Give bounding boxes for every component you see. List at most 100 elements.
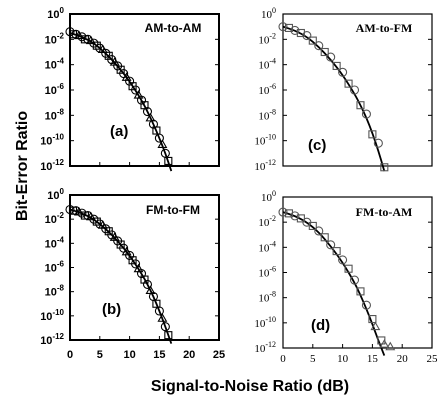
data-point-square [332, 247, 341, 256]
y-tick-label: 10-8 [258, 107, 276, 122]
data-point-square [284, 23, 294, 32]
y-tick-label: 10-6 [45, 260, 65, 275]
data-point-circle [349, 85, 360, 95]
theory-curve [69, 32, 173, 172]
data-point-square [356, 101, 365, 110]
series-square [68, 206, 173, 340]
data-point-square [320, 47, 329, 57]
x-tick-label: 20 [183, 0, 195, 3]
y-tick-label: 10-12 [254, 158, 276, 173]
y-tick-label: 10-6 [258, 265, 276, 280]
data-point-square [140, 275, 149, 284]
y-axis-title: Bit-Error Ratio [14, 111, 31, 221]
data-point-circle [361, 300, 371, 310]
x-tick-label: 15 [367, 353, 379, 365]
data-point-circle [326, 52, 336, 62]
panel-letter: (b) [102, 301, 121, 318]
data-point-circle [338, 67, 348, 77]
x-tick-label: 5 [97, 0, 103, 3]
panel-letter: (c) [308, 137, 326, 154]
data-point-square [308, 221, 317, 230]
data-point-square [308, 36, 317, 45]
data-point-circle [373, 138, 383, 148]
data-point-triangle [157, 139, 168, 149]
y-tick-label: 10-12 [40, 158, 64, 173]
x-tick-label: 5 [97, 349, 103, 361]
data-point-triangle [121, 72, 132, 81]
data-point-triangle [370, 321, 381, 331]
data-point-square [104, 51, 113, 60]
y-tick-label: 10-12 [40, 332, 64, 347]
series-triangle [73, 206, 168, 322]
data-point-square [296, 28, 305, 38]
y-tick-label: 10-8 [258, 290, 276, 305]
data-point-square [152, 126, 161, 135]
data-point-square [128, 256, 137, 265]
data-point-circle [278, 22, 288, 32]
data-point-circle [290, 211, 300, 221]
plot-frame [69, 13, 220, 167]
y-tick-label: 100 [47, 187, 64, 202]
x-tick-label: 10 [123, 349, 135, 361]
x-tick-label: 25 [427, 353, 439, 365]
series-square [68, 30, 173, 165]
x-tick-label: 10 [123, 0, 135, 3]
y-tick-label: 10-10 [254, 315, 276, 330]
data-point-square [80, 211, 89, 220]
data-point-square [116, 240, 125, 249]
y-tick-label: 10-4 [45, 57, 65, 72]
data-point-triangle [85, 211, 96, 221]
y-tick-label: 10-2 [45, 31, 65, 46]
data-point-square [140, 101, 149, 110]
series-square [284, 209, 386, 345]
data-point-triangle [379, 339, 390, 348]
y-tick-label: 10-8 [45, 284, 65, 299]
x-axis-title: Signal-to-Noise Ratio (dB) [151, 378, 349, 395]
data-point-circle [160, 322, 170, 332]
data-point-triangle [97, 220, 108, 229]
y-tick-label: 10-12 [254, 340, 276, 355]
x-tick-label: 20 [183, 349, 195, 361]
panel-letter: (a) [110, 123, 128, 140]
x-tick-label: 25 [213, 349, 225, 361]
y-tick-label: 10-2 [258, 31, 276, 46]
x-tick-label: 0 [280, 353, 286, 365]
y-tick-label: 10-10 [254, 133, 276, 148]
data-point-triangle [73, 206, 84, 216]
y-tick-label: 10-2 [258, 214, 276, 229]
data-point-square [284, 209, 294, 218]
theory-curve [69, 208, 173, 344]
data-point-square [344, 79, 353, 88]
y-tick-label: 10-10 [40, 133, 64, 148]
data-point-circle [290, 25, 300, 36]
data-point-square [128, 82, 137, 91]
panel-c: 100 10-2 10-4 10-6 10-8 10-10 10-12 AM-to-FM (c) [254, 6, 433, 173]
data-point-circle [326, 240, 336, 250]
data-point-square [164, 156, 173, 165]
x-tick-label: 15 [153, 349, 165, 361]
panel-b: 100 10-2 10-4 10-6 10-8 10-10 10-120 5 10 15 20 25 F… [40, 187, 225, 361]
series-triangle [370, 321, 396, 351]
data-point-square [80, 35, 89, 44]
panel-d: 100 10-2 10-4 10-6 10-8 10-10 10-12 0 5 10 15 20 25 F… [254, 189, 438, 365]
data-point-circle [302, 30, 312, 41]
data-point-circle [314, 226, 324, 236]
y-tick-label: 10-4 [45, 235, 65, 250]
y-tick-label: 10-8 [45, 107, 65, 122]
data-point-circle [349, 275, 360, 285]
data-point-square [68, 30, 78, 39]
y-tick-label: 10-6 [45, 82, 65, 97]
data-point-square [296, 214, 305, 223]
data-point-triangle [385, 341, 396, 351]
x-tick-label: 10 [337, 353, 349, 365]
data-point-triangle [109, 57, 120, 66]
panel-title: AM-to-FM [356, 21, 413, 35]
data-point-triangle [121, 246, 132, 256]
y-tick-label: 10-4 [258, 57, 276, 72]
y-tick-label: 100 [261, 6, 276, 21]
data-point-square [92, 217, 101, 226]
data-point-square [92, 41, 101, 50]
plot-frame [282, 196, 433, 349]
x-tick-label: 0 [67, 0, 73, 3]
